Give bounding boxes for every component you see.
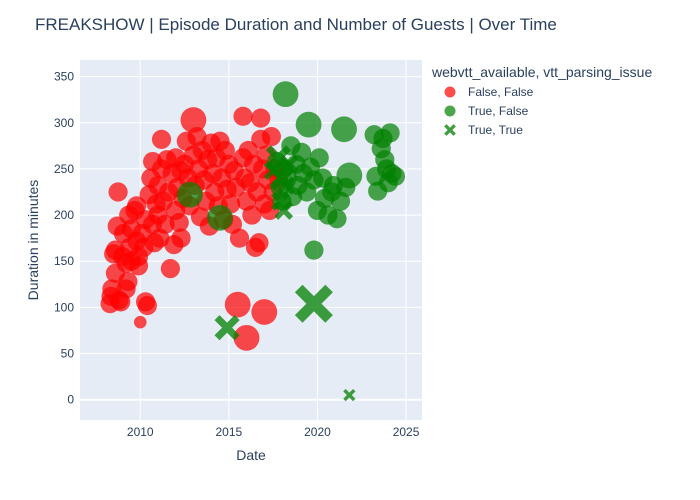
data-point-x <box>294 284 333 323</box>
y-tick-label: 250 <box>54 162 74 176</box>
y-tick-label: 0 <box>67 393 74 407</box>
data-point <box>169 212 189 233</box>
y-tick-label: 150 <box>54 254 74 268</box>
data-point <box>295 111 322 138</box>
data-point <box>233 106 253 126</box>
legend: webvtt_available, vtt_parsing_issue Fals… <box>431 64 652 137</box>
axis-ticks: 0 50 100 150 200 250 300 350 2010 2015 2020 2025 <box>54 70 420 439</box>
data-point <box>336 162 363 189</box>
x-tick-label: 2025 <box>393 425 420 439</box>
data-point <box>251 108 271 128</box>
data-point <box>224 291 251 318</box>
data-point <box>233 324 260 351</box>
y-tick-label: 50 <box>61 347 75 361</box>
data-point <box>180 107 207 133</box>
data-point <box>127 196 147 216</box>
data-point <box>128 256 149 276</box>
data-point <box>176 181 203 208</box>
data-point <box>251 299 278 325</box>
data-point <box>249 233 269 253</box>
data-point <box>327 209 347 229</box>
data-point-x <box>214 315 240 341</box>
grid-lines <box>80 60 422 420</box>
y-tick-label: 100 <box>54 300 74 314</box>
data-point <box>171 228 191 248</box>
legend-marker-x <box>444 124 456 136</box>
data-point <box>207 204 233 231</box>
chart-title: FREAKSHOW | Episode Duration and Number … <box>35 15 557 34</box>
y-axis-label: Duration in minutes <box>25 180 41 301</box>
legend-item-label[interactable]: True, True <box>468 123 523 137</box>
series-2-points <box>176 81 406 260</box>
data-point <box>261 127 281 147</box>
data-point <box>304 240 324 260</box>
data-point-x <box>343 388 356 402</box>
data-point <box>137 295 157 316</box>
data-point <box>331 116 357 143</box>
data-point <box>385 166 406 186</box>
legend-item-label[interactable]: False, False <box>468 85 534 99</box>
data-point-x <box>274 201 294 220</box>
legend-title: webvtt_available, vtt_parsing_issue <box>431 64 652 80</box>
data-point <box>380 123 400 143</box>
data-points <box>100 81 406 402</box>
data-point <box>151 129 172 149</box>
y-tick-label: 200 <box>54 208 74 222</box>
legend-item-label[interactable]: True, False <box>468 104 529 118</box>
legend-marker <box>444 105 456 117</box>
x-tick-label: 2015 <box>215 425 242 439</box>
data-point-x <box>276 176 295 195</box>
x-tick-label: 2010 <box>127 425 154 439</box>
y-tick-label: 300 <box>54 116 74 130</box>
series-3-points <box>214 145 356 402</box>
data-point <box>133 315 147 329</box>
data-point <box>160 259 180 279</box>
x-tick-label: 2020 <box>304 425 331 439</box>
legend-marker <box>444 86 456 98</box>
data-point <box>108 182 128 202</box>
y-tick-label: 350 <box>54 70 74 84</box>
data-point <box>242 205 262 225</box>
data-point <box>155 214 175 234</box>
data-point <box>118 271 138 292</box>
data-point-x <box>279 154 299 174</box>
data-point <box>272 81 299 108</box>
x-axis-label: Date <box>236 447 266 463</box>
data-point <box>309 148 329 168</box>
data-point <box>229 228 250 248</box>
